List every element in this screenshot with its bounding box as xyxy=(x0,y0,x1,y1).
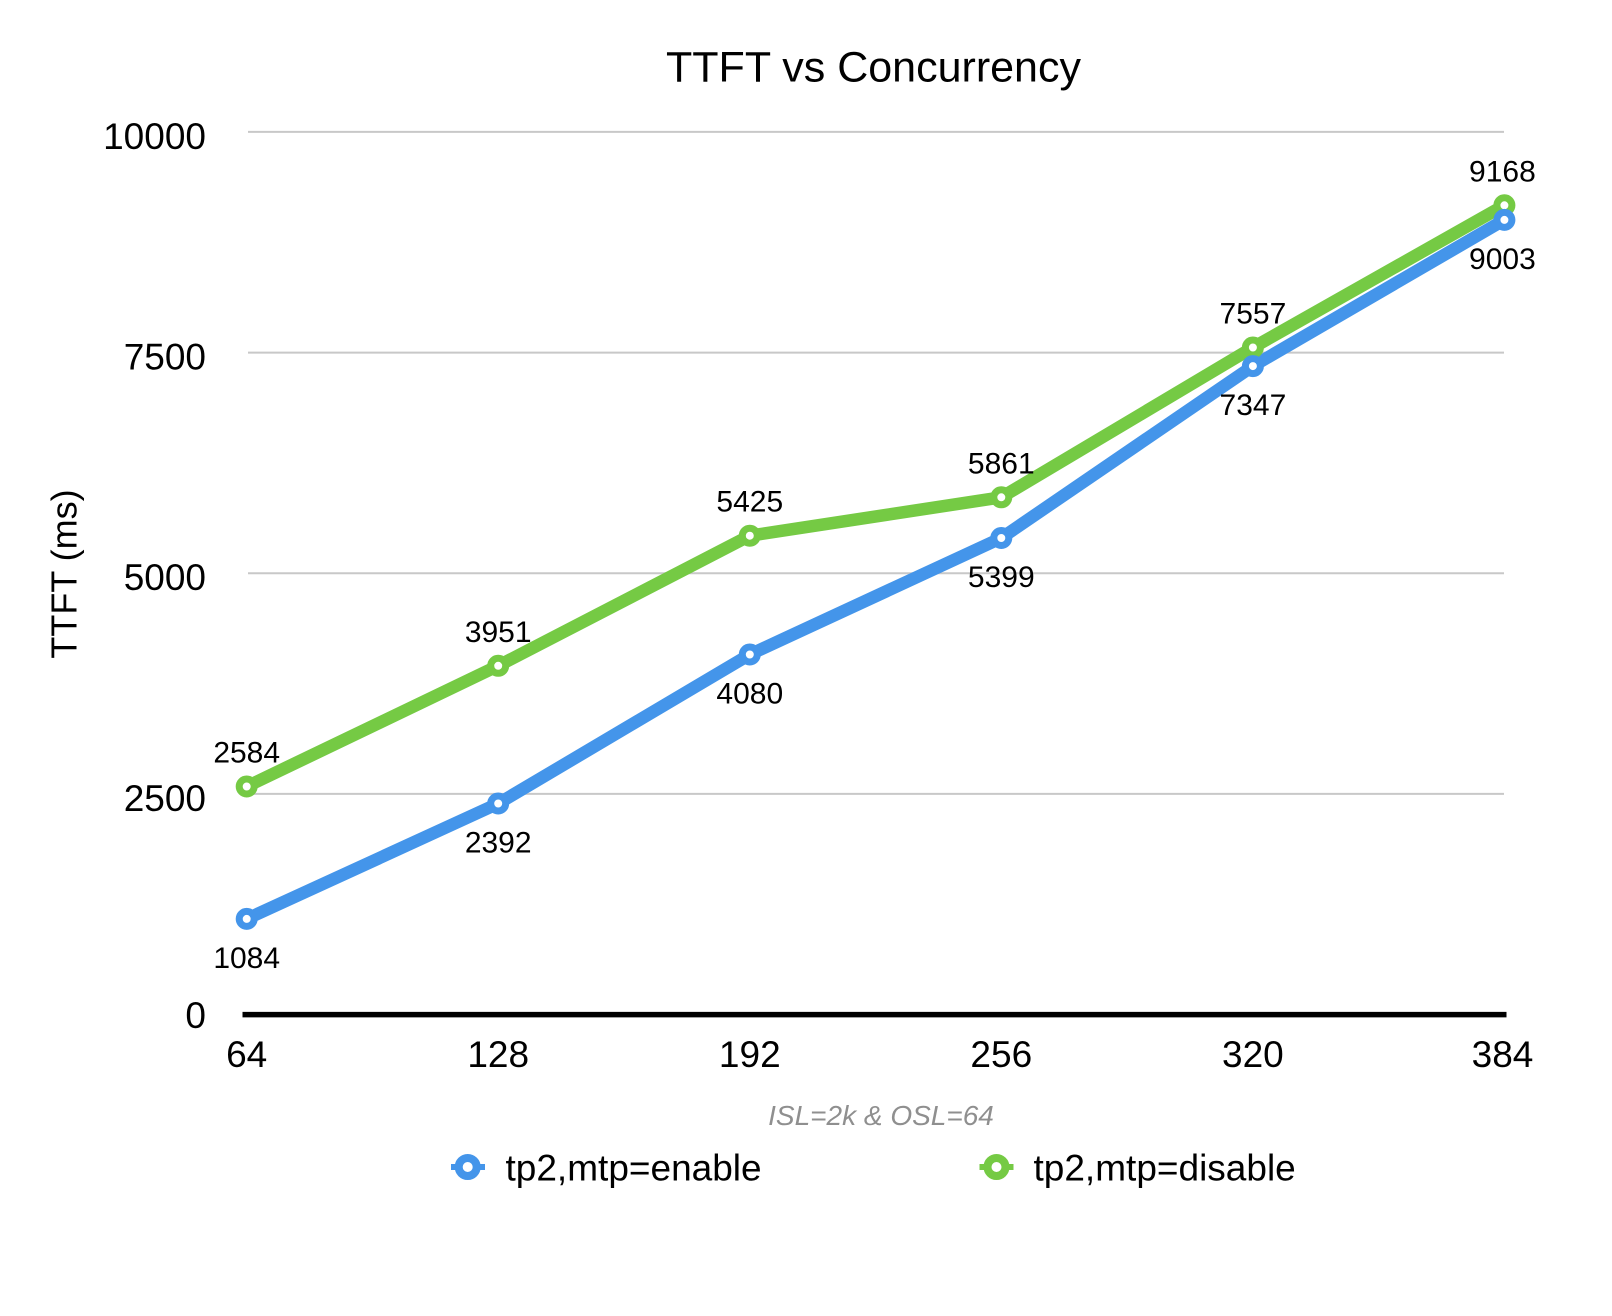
svg-text:1084: 1084 xyxy=(213,942,280,975)
svg-text:256: 256 xyxy=(970,1034,1032,1075)
svg-text:7347: 7347 xyxy=(1220,389,1287,422)
svg-text:5399: 5399 xyxy=(968,561,1035,594)
svg-text:tp2,mtp=enable: tp2,mtp=enable xyxy=(506,1148,762,1189)
svg-text:5000: 5000 xyxy=(124,557,206,598)
svg-text:384: 384 xyxy=(1472,1034,1534,1075)
svg-text:tp2,mtp=disable: tp2,mtp=disable xyxy=(1034,1148,1296,1189)
svg-text:2500: 2500 xyxy=(124,778,206,819)
svg-text:2584: 2584 xyxy=(213,737,280,770)
svg-text:64: 64 xyxy=(226,1034,267,1075)
svg-text:4080: 4080 xyxy=(716,678,783,711)
svg-text:7500: 7500 xyxy=(124,337,206,378)
svg-text:0: 0 xyxy=(185,995,206,1036)
svg-text:9003: 9003 xyxy=(1469,243,1536,276)
svg-text:5425: 5425 xyxy=(716,486,783,519)
svg-text:ISL=2k & OSL=64: ISL=2k & OSL=64 xyxy=(768,1100,994,1131)
svg-text:5861: 5861 xyxy=(968,447,1035,480)
svg-text:3951: 3951 xyxy=(465,616,532,649)
svg-text:TTFT vs Concurrency: TTFT vs Concurrency xyxy=(666,44,1081,92)
svg-text:192: 192 xyxy=(719,1034,781,1075)
svg-text:TTFT (ms): TTFT (ms) xyxy=(44,489,85,658)
svg-text:9168: 9168 xyxy=(1469,155,1536,188)
svg-text:320: 320 xyxy=(1222,1034,1284,1075)
svg-text:2392: 2392 xyxy=(465,827,532,860)
svg-text:10000: 10000 xyxy=(103,116,206,157)
svg-text:128: 128 xyxy=(467,1034,529,1075)
svg-text:7557: 7557 xyxy=(1220,298,1287,331)
